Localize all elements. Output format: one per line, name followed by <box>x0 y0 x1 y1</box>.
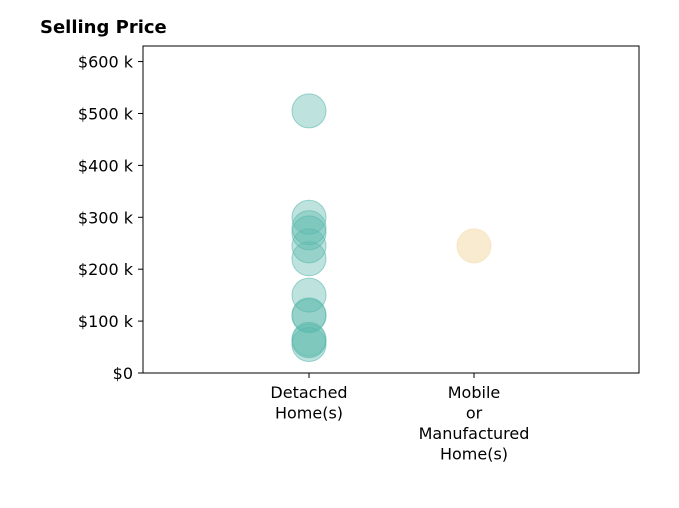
data-point <box>291 241 327 277</box>
data-point <box>291 215 327 251</box>
y-tick-label: $0 <box>113 364 133 383</box>
data-point <box>291 228 327 264</box>
y-tick-label: $100 k <box>78 312 134 331</box>
y-tick-label: $200 k <box>78 260 134 279</box>
data-point <box>291 210 327 246</box>
chart-title: Selling Price <box>40 17 167 38</box>
plot-frame <box>142 45 640 374</box>
data-point <box>291 199 327 235</box>
data-point <box>291 277 327 313</box>
y-tick-label: $300 k <box>78 208 134 227</box>
data-point <box>291 326 327 362</box>
x-tick-label: Mobile or Manufactured Home(s) <box>419 383 530 464</box>
y-tick-label: $600 k <box>78 53 134 72</box>
y-tick-label: $400 k <box>78 156 134 175</box>
data-point <box>291 93 327 129</box>
y-tick-label: $500 k <box>78 104 134 123</box>
data-point <box>456 228 492 264</box>
x-tick-label: Detached Home(s) <box>270 383 347 423</box>
